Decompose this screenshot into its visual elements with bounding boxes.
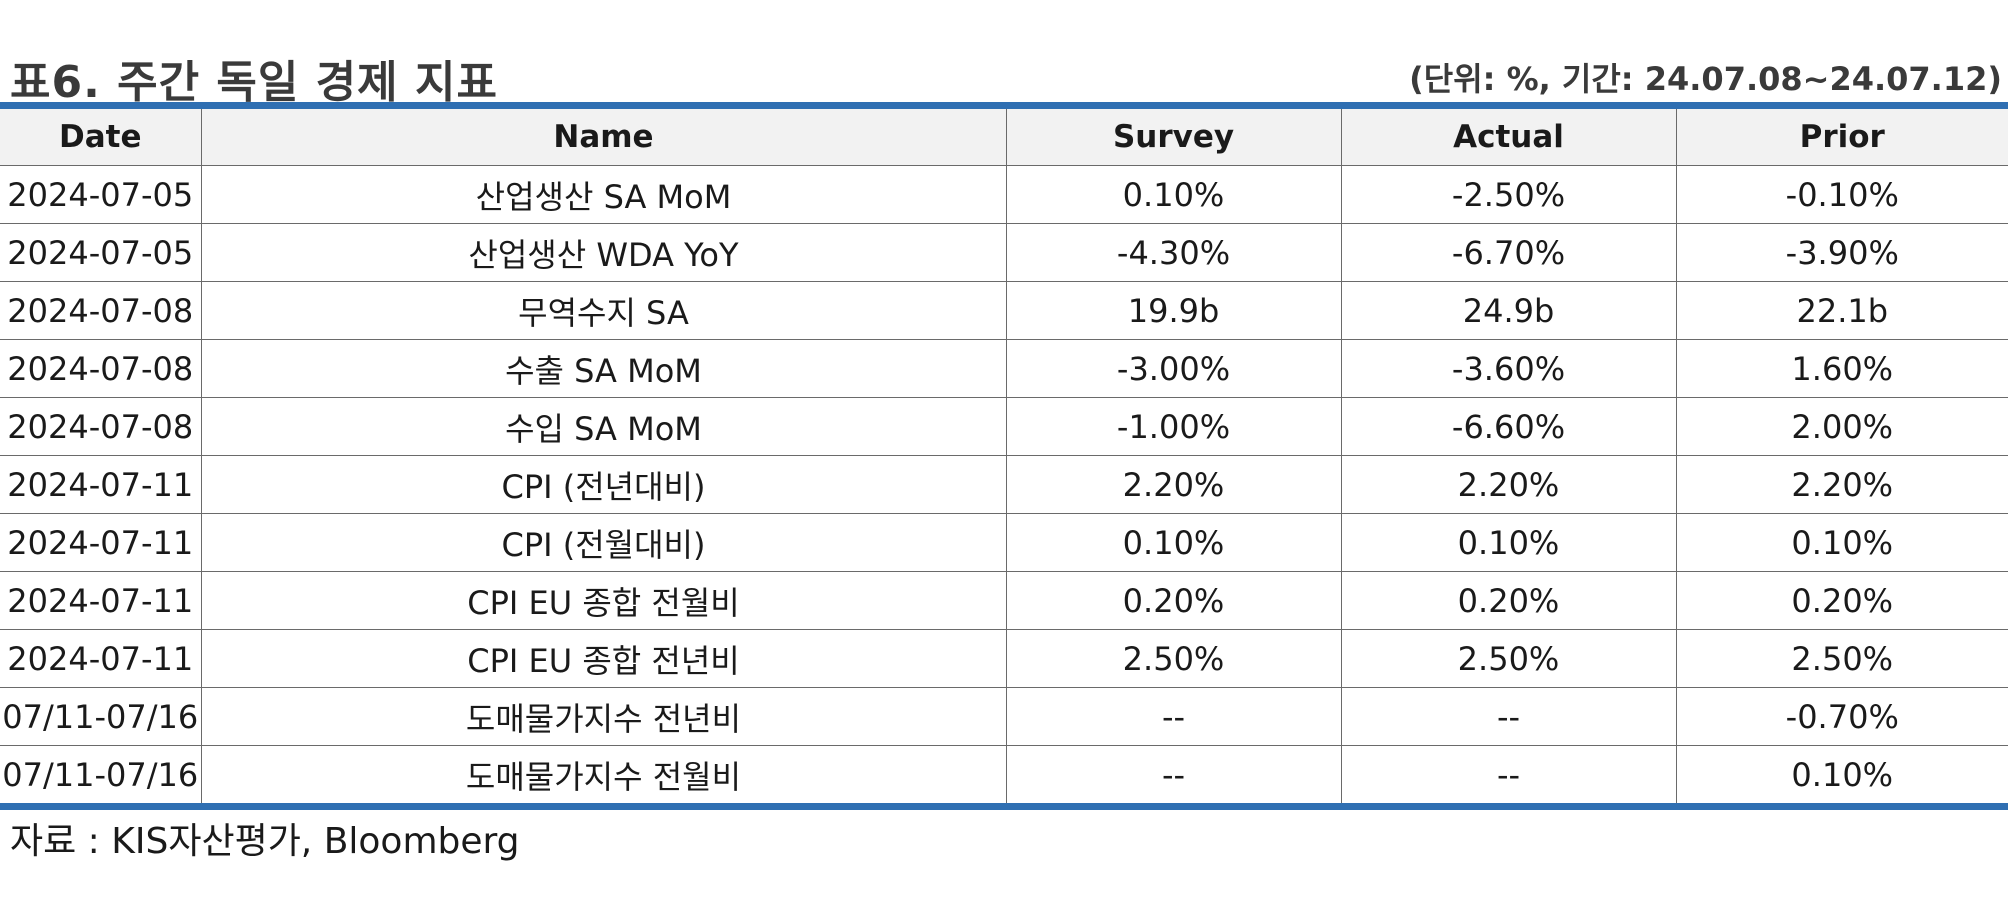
cell-name: 수출 SA MoM (201, 339, 1007, 398)
cell-prior: -0.10% (1676, 165, 2008, 224)
cell-name: CPI (전년대비) (201, 455, 1007, 514)
table-row: 2024-07-11 CPI (전월대비) 0.10% 0.10% 0.10% (0, 513, 2008, 572)
cell-actual: -- (1341, 745, 1677, 803)
table-title: 표6. 주간 독일 경제 지표 (10, 57, 498, 108)
cell-survey: 0.10% (1006, 165, 1342, 224)
cell-survey: 19.9b (1006, 281, 1342, 340)
cell-prior: 22.1b (1676, 281, 2008, 340)
table-header-row: Date Name Survey Actual Prior (0, 109, 2008, 166)
cell-name: 산업생산 SA MoM (201, 165, 1007, 224)
cell-actual: 0.20% (1341, 571, 1677, 630)
cell-name: 무역수지 SA (201, 281, 1007, 340)
table-row: 2024-07-11 CPI EU 종합 전월비 0.20% 0.20% 0.2… (0, 571, 2008, 630)
cell-survey: 2.20% (1006, 455, 1342, 514)
cell-actual: 2.20% (1341, 455, 1677, 514)
cell-name: CPI EU 종합 전년비 (201, 629, 1007, 688)
title-row: 표6. 주간 독일 경제 지표 (단위: %, 기간: 24.07.08~24.… (0, 40, 2008, 108)
cell-name: 도매물가지수 전년비 (201, 687, 1007, 746)
cell-actual: 24.9b (1341, 281, 1677, 340)
cell-actual: -3.60% (1341, 339, 1677, 398)
cell-date: 2024-07-11 (0, 629, 202, 688)
table-row: 2024-07-08 수입 SA MoM -1.00% -6.60% 2.00% (0, 397, 2008, 456)
indicator-table: Date Name Survey Actual Prior 2024-07-05… (0, 109, 2008, 803)
cell-date: 2024-07-08 (0, 339, 202, 398)
cell-survey: 0.10% (1006, 513, 1342, 572)
cell-survey: -1.00% (1006, 397, 1342, 456)
column-header-survey: Survey (1006, 109, 1342, 166)
table-row: 2024-07-05 산업생산 SA MoM 0.10% -2.50% -0.1… (0, 165, 2008, 224)
cell-prior: 2.20% (1676, 455, 2008, 514)
cell-survey: 0.20% (1006, 571, 1342, 630)
table-row: 2024-07-11 CPI EU 종합 전년비 2.50% 2.50% 2.5… (0, 629, 2008, 688)
cell-name: 수입 SA MoM (201, 397, 1007, 456)
column-header-prior: Prior (1676, 109, 2008, 166)
cell-prior: 0.10% (1676, 513, 2008, 572)
cell-survey: -4.30% (1006, 223, 1342, 282)
cell-prior: 0.10% (1791, 755, 1894, 794)
table-row: 07/11-07/16 도매물가지수 전년비 -- -- -0.70% (0, 687, 2008, 746)
cell-prior: 1.60% (1676, 339, 2008, 398)
cell-survey: -- (1006, 687, 1342, 746)
unit-and-period: (단위: %, 기간: 24.07.08~24.07.12) (1409, 60, 2002, 98)
cell-survey: 2.50% (1006, 629, 1342, 688)
cell-name: 도매물가지수 전월비 (201, 745, 1007, 803)
cell-date: 2024-07-05 (0, 223, 202, 282)
cell-date: 2024-07-11 (0, 455, 202, 514)
column-header-name: Name (201, 109, 1007, 166)
cell-actual: -- (1341, 687, 1677, 746)
table-row: 2024-07-08 수출 SA MoM -3.00% -3.60% 1.60% (0, 339, 2008, 398)
column-header-date: Date (0, 109, 202, 166)
table-row: 2024-07-05 산업생산 WDA YoY -4.30% -6.70% -3… (0, 223, 2008, 282)
cell-actual: 0.10% (1341, 513, 1677, 572)
cell-prior: -3.90% (1676, 223, 2008, 282)
source-note: 자료 : KIS자산평가, Bloomberg (10, 821, 520, 862)
cell-survey: -- (1006, 745, 1342, 803)
cell-actual: 2.50% (1341, 629, 1677, 688)
cell-name: CPI (전월대비) (201, 513, 1007, 572)
cell-prior: 2.00% (1676, 397, 2008, 456)
cell-prior: 0.20% (1676, 571, 2008, 630)
cell-date: 2024-07-08 (0, 281, 202, 340)
cell-date: 07/11-07/16 (0, 687, 202, 746)
cell-prior: -0.70% (1676, 687, 2008, 746)
table-row: 2024-07-08 무역수지 SA 19.9b 24.9b 22.1b (0, 281, 2008, 340)
cell-survey: -3.00% (1006, 339, 1342, 398)
column-header-actual: Actual (1341, 109, 1677, 166)
cell-date: 07/11-07/16 (0, 745, 202, 803)
cell-actual: -6.60% (1341, 397, 1677, 456)
cell-actual: -6.70% (1341, 223, 1677, 282)
cell-name: CPI EU 종합 전월비 (201, 571, 1007, 630)
cell-prior: 2.50% (1676, 629, 2008, 688)
cell-name: 산업생산 WDA YoY (201, 223, 1007, 282)
table-row: 2024-07-11 CPI (전년대비) 2.20% 2.20% 2.20% (0, 455, 2008, 514)
cell-date: 2024-07-05 (0, 165, 202, 224)
cell-actual: -2.50% (1341, 165, 1677, 224)
cell-date: 2024-07-08 (0, 397, 202, 456)
table-row: 07/11-07/16 도매물가지수 전월비 -- -- 0.10% (0, 745, 2008, 803)
cell-date: 2024-07-11 (0, 571, 202, 630)
cell-date: 2024-07-11 (0, 513, 202, 572)
indicator-table-wrapper: Date Name Survey Actual Prior 2024-07-05… (0, 102, 2008, 810)
